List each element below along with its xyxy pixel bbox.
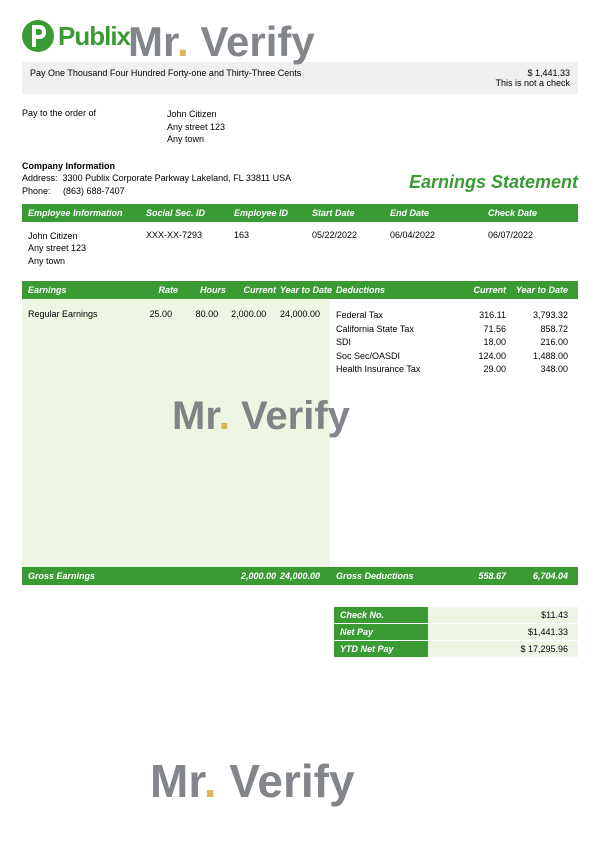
- deduction-row: Health Insurance Tax29.00348.00: [336, 363, 572, 377]
- emp-start: 05/22/2022: [312, 230, 390, 268]
- earnings-body: Regular Earnings 25.00 80.00 2,000.00 24…: [22, 299, 578, 567]
- pay-to-block: Pay to the order of John Citizen Any str…: [22, 108, 578, 146]
- statement-title: Earnings Statement: [409, 170, 578, 195]
- summary-row: Net Pay$1,441.33: [334, 624, 578, 641]
- pay-to-addr2: Any town: [167, 133, 225, 146]
- deduction-row: SDI18.00216.00: [336, 336, 572, 350]
- emp-addr1: Any street 123: [28, 242, 146, 255]
- deduction-row: Soc Sec/OASDI124.001,488.00: [336, 350, 572, 364]
- employee-row: John Citizen Any street 123 Any town XXX…: [22, 222, 578, 282]
- emp-ssn: XXX-XX-7293: [146, 230, 234, 268]
- logo-icon: [22, 20, 54, 52]
- logo-text: Publix: [58, 21, 130, 52]
- pay-note: This is not a check: [495, 78, 570, 88]
- emp-name: John Citizen: [28, 230, 146, 243]
- earn-current: 2,000.00: [218, 309, 266, 557]
- employee-header: Employee Information Social Sec. ID Empl…: [22, 204, 578, 222]
- earn-hours: 80.00: [172, 309, 218, 557]
- pay-to-name: John Citizen: [167, 108, 225, 121]
- emp-id: 163: [234, 230, 312, 268]
- pay-amount: $ 1,441.33: [495, 68, 570, 78]
- gross-footer: Gross Earnings 2,000.00 24,000.00 Gross …: [22, 567, 578, 585]
- deduction-row: California State Tax71.56858.72: [336, 323, 572, 337]
- earn-rate: 25.00: [124, 309, 172, 557]
- company-block: Company Information Address: 3300 Publix…: [22, 160, 578, 198]
- deductions-list: Federal Tax316.113,793.32California Stat…: [330, 299, 578, 567]
- pay-words: Pay One Thousand Four Hundred Forty-one …: [30, 68, 301, 78]
- logo: Publix: [22, 20, 578, 52]
- summary-row: YTD Net Pay$ 17,295.96: [334, 641, 578, 658]
- summary-row: Check No.$11.43: [334, 607, 578, 624]
- pay-line: Pay One Thousand Four Hundred Forty-one …: [22, 62, 578, 94]
- summary-box: Check No.$11.43Net Pay$1,441.33YTD Net P…: [334, 607, 578, 658]
- earnings-header: Earnings Rate Hours Current Year to Date…: [22, 281, 578, 299]
- watermark: Mr. Verify: [150, 754, 355, 808]
- earn-ytd: 24,000.00: [266, 309, 324, 557]
- emp-check: 06/07/2022: [488, 230, 572, 268]
- deduction-row: Federal Tax316.113,793.32: [336, 309, 572, 323]
- emp-addr2: Any town: [28, 255, 146, 268]
- pay-to-addr1: Any street 123: [167, 121, 225, 134]
- pay-to-label: Pay to the order of: [22, 108, 167, 146]
- earn-label: Regular Earnings: [28, 309, 124, 557]
- emp-end: 06/04/2022: [390, 230, 488, 268]
